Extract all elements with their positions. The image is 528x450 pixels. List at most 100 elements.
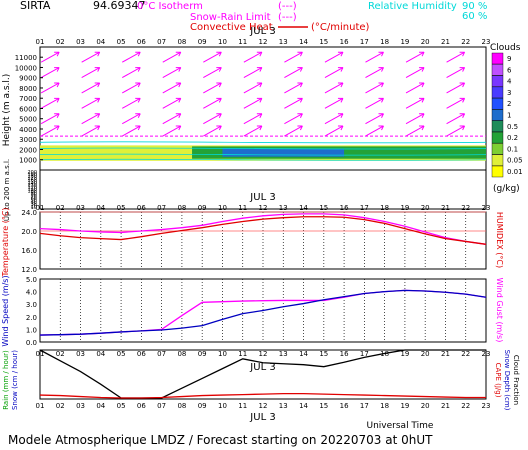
wind-arrowhead <box>135 113 141 118</box>
wind-arrowhead <box>94 67 101 72</box>
wind-arrowhead <box>94 97 101 103</box>
wind-arrowhead <box>256 125 263 131</box>
temperature-ylabel: Temperature (°C) <box>1 207 10 277</box>
wind-arrow <box>40 51 60 63</box>
wind-arrow <box>446 125 465 137</box>
hour-label: 11 <box>238 350 247 358</box>
cloud-panel-frame <box>39 46 487 210</box>
wind-arrowhead <box>54 51 60 57</box>
wind-arrow <box>203 97 222 109</box>
y-tick-label: 5000 <box>19 116 37 124</box>
wind-arrow <box>324 67 344 79</box>
hour-label: 05 <box>117 38 126 46</box>
wind-arrow <box>162 113 182 125</box>
wind-arrowhead <box>419 97 425 103</box>
hour-label: 23 <box>482 350 491 358</box>
hour-label: 12 <box>259 350 268 358</box>
wind-arrowhead <box>175 97 182 103</box>
hour-label: 11 <box>238 38 247 46</box>
wind-arrow <box>446 97 465 109</box>
hour-label: 01 <box>36 402 45 410</box>
cloud-fraction-ylabel: Cloud Fraction <box>512 355 520 405</box>
hour-label: 22 <box>461 204 470 212</box>
hour-label: 22 <box>461 38 470 46</box>
hour-label: 13 <box>279 402 288 410</box>
rain-content: 01 01 02 02 03 03 04 04 05 05 06 06 07 07 08 08 09 09 10 10… <box>36 349 491 410</box>
cloud-legend-swatch <box>491 75 504 87</box>
wind-arrowhead <box>378 97 384 103</box>
y-tick-label: 9000 <box>19 75 37 83</box>
cape-line <box>39 392 486 399</box>
cloud-legend-swatch <box>491 143 504 155</box>
station-coords: 94.69347 <box>93 0 146 12</box>
hour-label: 19 <box>400 350 409 358</box>
wind-arrow <box>405 97 425 109</box>
hour-label: 12 <box>259 38 268 46</box>
wind-arrow <box>243 97 263 109</box>
y-tick-label-low: 160 <box>27 177 37 183</box>
y-tick-label: 1000 <box>19 157 37 165</box>
wind-content: 0.0 1.0 2.0 3.0 4.0 5.0 <box>26 276 487 347</box>
wind-arrowhead <box>337 113 344 118</box>
wind-arrow <box>203 125 222 137</box>
wind-arrowhead <box>459 51 466 57</box>
hour-label: 19 <box>400 402 409 410</box>
wind-arrowhead <box>256 51 263 57</box>
wind-arrowhead <box>378 113 384 118</box>
hour-label: 15 <box>319 402 328 410</box>
cloud-legend-label: 4 <box>507 78 512 86</box>
wind-y-tick: 1.0 <box>26 326 37 334</box>
wind-y-tick: 2.0 <box>26 314 37 322</box>
y-tick-label: 8000 <box>19 85 37 93</box>
wind-arrow <box>405 113 425 125</box>
legend-snow-rain-line: (---) <box>278 12 297 23</box>
wind-arrowhead <box>459 97 466 103</box>
wind-arrowhead <box>216 97 222 103</box>
cloud-legend-swatch <box>491 131 504 144</box>
y-tick-label-low: 190 <box>27 172 37 178</box>
temperature-top-hour-labels: 01 02 03 04 05 06 07 08 09 10 11 12 13 14 15 16 17 18 19 20… <box>36 204 491 212</box>
wind-arrow <box>81 97 100 109</box>
wind-arrowhead <box>419 125 425 131</box>
y-tick-label-low: 120 <box>27 185 37 191</box>
wind-arrow <box>446 113 465 125</box>
wind-arrowhead <box>297 113 303 118</box>
wind-arrow <box>405 51 425 63</box>
wind-arrowhead <box>175 67 182 72</box>
wind-arrowhead <box>135 51 141 57</box>
wind-arrowhead <box>419 67 425 72</box>
hour-label: 03 <box>76 350 85 358</box>
wind-arrowhead <box>459 67 466 72</box>
header: SIRTA 94.69347 0°C Isotherm (---) Snow-R… <box>20 0 487 33</box>
wind-arrowhead <box>54 113 60 118</box>
hour-label: 18 <box>380 402 389 410</box>
hour-label: 09 <box>198 350 207 358</box>
wind-arrowhead <box>297 67 303 72</box>
hour-label: 22 <box>461 350 470 358</box>
wind-arrowhead <box>337 67 344 72</box>
wind-arrowhead <box>135 82 141 88</box>
legend-rh-60: 60 % <box>462 11 487 22</box>
wind-arrow <box>446 51 465 63</box>
hour-label: 02 <box>56 402 65 410</box>
wind-y-tick: 5.0 <box>26 276 37 284</box>
y-tick-label-low: 100 <box>27 189 37 195</box>
cloud-legend-swatch <box>491 97 504 110</box>
hour-label: 13 <box>279 350 288 358</box>
temperature-line <box>39 216 487 245</box>
hour-label: 23 <box>482 402 491 410</box>
y-tick-label-low: 40 <box>31 200 37 206</box>
legend-isotherm-line: (---) <box>278 1 297 12</box>
cloud-legend-label: 0.05 <box>507 157 523 165</box>
hour-label: 04 <box>96 204 105 212</box>
wind-arrowhead <box>135 67 141 72</box>
wind-arrow <box>324 51 344 63</box>
hour-label: 17 <box>360 204 369 212</box>
hour-label: 15 <box>319 38 328 46</box>
wind-arrow <box>203 67 222 79</box>
wind-arrowhead <box>94 113 101 118</box>
wind-arrowhead <box>297 125 303 131</box>
cloud-legend-label: 3 <box>507 89 511 97</box>
rain-panel: JUL 3 01 01 02 02 03 03 04 04 05 05 06 06 07 07 08 08 09… <box>2 349 520 423</box>
hour-label: 20 <box>421 204 430 212</box>
